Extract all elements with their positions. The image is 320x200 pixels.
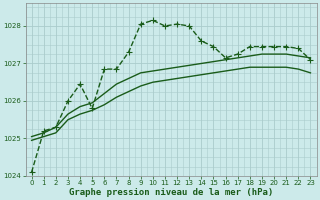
X-axis label: Graphe pression niveau de la mer (hPa): Graphe pression niveau de la mer (hPa) <box>69 188 273 197</box>
